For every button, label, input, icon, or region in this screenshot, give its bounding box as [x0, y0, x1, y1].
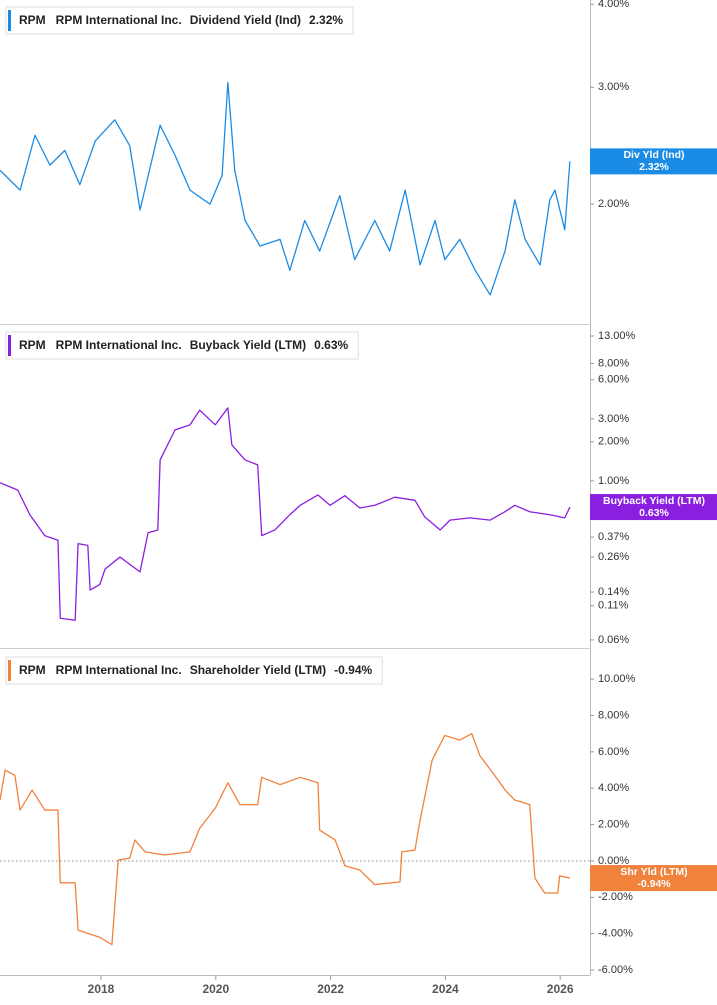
y-tick-label: 2.00%: [598, 436, 629, 448]
y-tick-label: -6.00%: [598, 964, 633, 976]
badge-value: 0.63%: [639, 507, 669, 519]
y-tick-label: 8.00%: [598, 357, 629, 369]
y-tick-label: 0.00%: [598, 855, 629, 867]
legend-value: -0.94%: [334, 663, 372, 677]
last-value-badge: [590, 148, 717, 175]
legend-company: RPM International Inc.: [56, 663, 182, 677]
legend-swatch: [8, 10, 11, 31]
y-tick-label: 10.00%: [598, 673, 636, 685]
y-tick-label: 2.00%: [598, 819, 629, 831]
y-tick-label: 0.26%: [598, 551, 629, 563]
x-tick-label: 2026: [547, 982, 574, 996]
y-tick-label: 0.06%: [598, 634, 629, 646]
y-tick-label: 2.00%: [598, 198, 629, 210]
y-tick-label: 6.00%: [598, 374, 629, 386]
series-line: [0, 81, 571, 296]
legend-ticker: RPM: [19, 663, 46, 677]
badge-name: Div Yld (Ind): [623, 149, 684, 161]
y-tick-label: 0.14%: [598, 586, 629, 598]
last-value-badge: [590, 494, 717, 521]
legend: RPM RPM International Inc. Dividend Yield …: [5, 6, 354, 35]
badge-name: Shr Yld (LTM): [620, 866, 687, 878]
y-tick-label: 13.00%: [598, 330, 636, 342]
legend-value: 0.63%: [314, 338, 348, 352]
legend-box: [5, 331, 359, 360]
y-tick-label: -2.00%: [598, 891, 633, 903]
legend-series: Dividend Yield (Ind): [190, 13, 301, 27]
last-value-badge: [590, 865, 717, 892]
legend-box: [5, 6, 354, 35]
badge-name: Buyback Yield (LTM): [603, 495, 705, 507]
x-tick-label: 2020: [202, 982, 229, 996]
y-tick-label: 3.00%: [598, 413, 629, 425]
legend-ticker: RPM: [19, 13, 46, 27]
legend-company: RPM International Inc.: [56, 338, 182, 352]
legend-series: Buyback Yield (LTM): [190, 338, 306, 352]
legend-box: [5, 656, 383, 685]
badge-value: -0.94%: [637, 878, 671, 890]
legend-ticker: RPM: [19, 338, 46, 352]
y-tick-label: 0.11%: [598, 600, 629, 612]
legend-company: RPM International Inc.: [56, 13, 182, 27]
y-tick-label: -4.00%: [598, 928, 633, 940]
y-tick-label: 3.00%: [598, 81, 629, 93]
y-tick-label: 0.37%: [598, 531, 629, 543]
y-tick-label: 4.00%: [598, 0, 629, 10]
y-tick-label: 1.00%: [598, 475, 629, 487]
y-tick-label: 6.00%: [598, 746, 629, 758]
legend-series: Shareholder Yield (LTM): [190, 663, 326, 677]
series-line: [0, 407, 571, 621]
legend-value: 2.32%: [309, 13, 343, 27]
x-tick-label: 2024: [432, 982, 459, 996]
legend: RPM RPM International Inc. Shareholder Yie…: [5, 656, 383, 685]
x-tick-label: 2022: [317, 982, 344, 996]
y-tick-label: 8.00%: [598, 709, 629, 721]
legend: RPM RPM International Inc. Buyback Yield (…: [5, 331, 359, 360]
series-line: [0, 733, 571, 946]
legend-swatch: [8, 335, 11, 356]
legend-swatch: [8, 660, 11, 681]
x-tick-label: 2018: [88, 982, 115, 996]
y-tick-label: 4.00%: [598, 782, 629, 794]
badge-value: 2.32%: [639, 161, 669, 173]
